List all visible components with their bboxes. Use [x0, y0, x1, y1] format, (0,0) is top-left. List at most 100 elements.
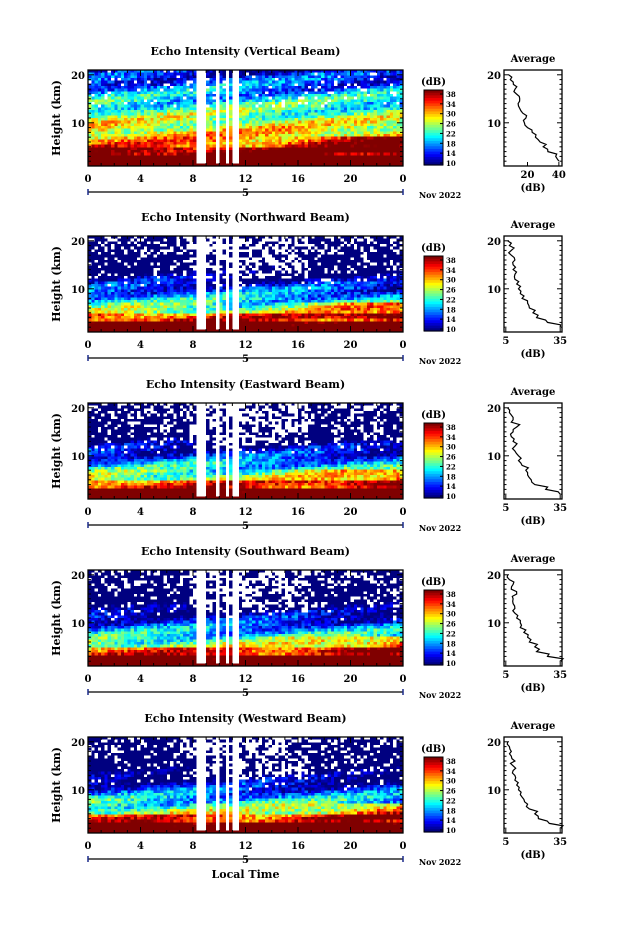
x-tick-label: 8 — [190, 674, 197, 685]
day-label: 5 — [242, 521, 249, 532]
colorbar-segment — [424, 608, 443, 613]
colorbar-tick-label: 18 — [446, 305, 456, 314]
colorbar-segment — [424, 277, 443, 281]
colorbar-segment — [424, 829, 443, 833]
date-label: Nov 2022 — [419, 690, 461, 700]
colorbar-segment — [424, 304, 443, 308]
x-tick-label: 4 — [137, 674, 144, 685]
x-tick-label: 4 — [137, 507, 144, 518]
y-tick-label: 10 — [71, 619, 85, 630]
x-tick-label: 4 — [137, 841, 144, 852]
colorbar-tick-label: 22 — [446, 295, 456, 304]
colorbar-segment — [424, 468, 443, 472]
x-tick-label: 0 — [400, 340, 407, 351]
colorbar-segment — [424, 423, 443, 427]
avg-y-tick-label: 10 — [487, 786, 501, 797]
panel-2: Echo Intensity (Eastward Beam) 20 10 Height… — [50, 378, 567, 533]
colorbar-segment — [424, 762, 443, 766]
y-tick-label: 10 — [71, 452, 85, 463]
avg-x-label: (dB) — [521, 850, 546, 861]
colorbar-segment — [424, 135, 443, 139]
day-label: 5 — [242, 855, 249, 866]
colorbar-segment — [424, 627, 443, 631]
colorbar-segment — [424, 433, 443, 437]
colorbar-segment — [424, 638, 443, 642]
colorbar-tick-label: 38 — [446, 590, 456, 599]
colorbar-segment — [424, 495, 443, 499]
colorbar-segment — [424, 821, 443, 825]
colorbar-tick-label: 14 — [446, 816, 456, 825]
panel-4: Echo Intensity (Westward Beam) 20 10 Height… — [50, 712, 567, 867]
date-label: Nov 2022 — [419, 857, 461, 867]
x-tick-label: 16 — [291, 174, 305, 185]
colorbar-segment — [424, 810, 443, 814]
colorbar-segment — [424, 781, 443, 785]
colorbar-segment — [424, 775, 443, 780]
colorbar-segment — [424, 592, 443, 596]
x-tick-label: 0 — [85, 674, 92, 685]
colorbar-segment — [424, 656, 443, 661]
colorbar-frame — [423, 255, 444, 332]
x-tick-label: 4 — [137, 340, 144, 351]
colorbar-segment — [424, 272, 443, 276]
colorbar-segment — [424, 757, 443, 761]
x-tick-label: 0 — [400, 674, 407, 685]
avg-x-tick-label: 35 — [553, 837, 567, 848]
avg-frame — [503, 235, 563, 333]
colorbar-segment — [424, 452, 443, 456]
colorbar-segment — [424, 783, 443, 788]
avg-y-tick-label: 20 — [487, 738, 501, 749]
colorbar-segment — [424, 590, 443, 594]
colorbar-segment — [424, 797, 443, 801]
colorbar-segment — [424, 140, 443, 145]
day-label: 5 — [242, 354, 249, 365]
colorbar-frame — [423, 422, 444, 499]
colorbar-segment — [424, 301, 443, 305]
heatmap-image — [88, 236, 403, 332]
x-tick-label: 0 — [400, 841, 407, 852]
colorbar-tick-label: 38 — [446, 256, 456, 265]
colorbar-segment — [424, 154, 443, 158]
colorbar-label: (dB) — [421, 410, 446, 421]
colorbar-segment — [424, 317, 443, 321]
avg-title: Average — [510, 387, 556, 398]
colorbar-tick-label: 34 — [446, 100, 456, 109]
colorbar-segment — [424, 489, 443, 494]
colorbar-tick-label: 22 — [446, 462, 456, 471]
colorbar-tick-label: 18 — [446, 639, 456, 648]
colorbar-segment — [424, 103, 443, 107]
colorbar-segment — [424, 290, 443, 295]
colorbar-segment — [424, 635, 443, 639]
colorbar-label: (dB) — [421, 77, 446, 88]
x-tick-label: 16 — [291, 340, 305, 351]
avg-x-tick-label: 35 — [553, 670, 567, 681]
colorbar-segment — [424, 325, 443, 329]
colorbar-segment — [424, 651, 443, 655]
panel-title: Echo Intensity (Eastward Beam) — [146, 378, 345, 391]
colorbar-segment — [424, 127, 443, 131]
avg-profile-line — [506, 741, 565, 829]
colorbar-segment — [424, 119, 443, 123]
colorbar-segment — [424, 274, 443, 279]
y-axis-label: Height (km) — [50, 80, 63, 156]
colorbar-segment — [424, 654, 443, 658]
colorbar-tick-label: 22 — [446, 129, 456, 138]
colorbar-segment — [424, 280, 443, 284]
colorbar-segment — [424, 789, 443, 793]
heatmap-image — [88, 737, 403, 833]
avg-x-tick-label: 5 — [502, 503, 509, 514]
colorbar-segment — [424, 632, 443, 637]
colorbar-segment — [424, 457, 443, 462]
avg-x-tick-label: 20 — [521, 170, 535, 181]
x-tick-label: 8 — [190, 507, 197, 518]
colorbar-tick-label: 14 — [446, 649, 456, 658]
colorbar-frame — [423, 89, 444, 166]
x-tick-label: 16 — [291, 841, 305, 852]
colorbar-segment — [424, 595, 443, 599]
colorbar-tick-label: 30 — [446, 443, 456, 452]
y-axis-label: Height (km) — [50, 580, 63, 656]
colorbar-segment — [424, 306, 443, 311]
panel-1: Echo Intensity (Northward Beam) 20 10 Heigh… — [50, 211, 567, 366]
colorbar-segment — [424, 449, 443, 454]
colorbar-tick-label: 10 — [446, 492, 456, 501]
